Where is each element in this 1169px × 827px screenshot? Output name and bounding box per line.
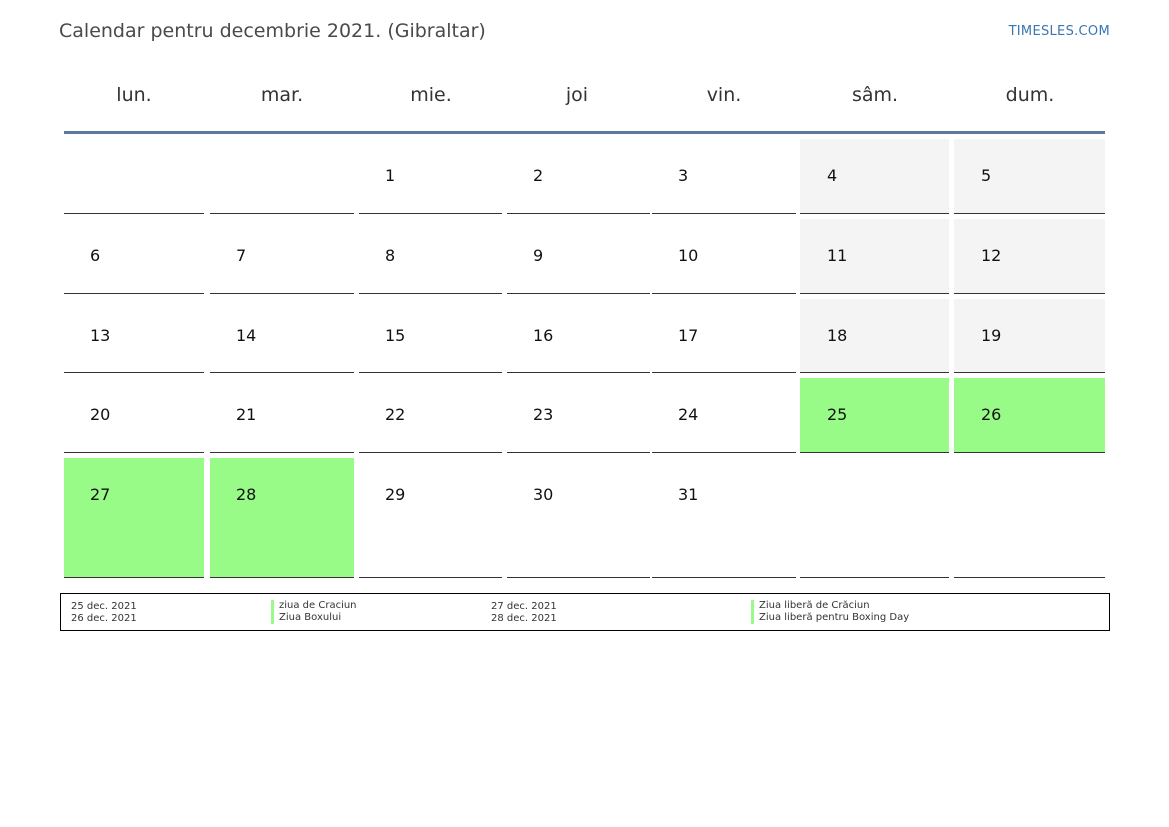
day-number: 13 [90,326,111,345]
weekday-label: joi [565,84,589,106]
day-cell: 22 [359,378,502,453]
day-number: 16 [533,326,554,345]
day-cell: 14 [210,299,354,373]
day-cell: 4 [800,139,949,214]
day-cell: 11 [800,219,949,294]
day-number: 5 [981,166,992,185]
day-number: 11 [827,246,848,265]
header-divider [64,131,1105,134]
day-number: 29 [385,485,406,504]
day-cell: 7 [210,219,354,294]
weekday-label: lun. [116,84,152,106]
day-number: 28 [236,485,257,504]
day-cell: 1 [359,139,502,214]
legend-date: 26 dec. 2021 [71,613,137,624]
day-cell [954,458,1105,578]
day-number: 20 [90,405,111,424]
day-number: 1 [385,166,396,185]
day-number: 4 [827,166,838,185]
day-cell: 18 [800,299,949,373]
day-cell: 17 [652,299,796,373]
page-title: Calendar pentru decembrie 2021. (Gibralt… [59,20,486,42]
day-number: 25 [827,405,848,424]
day-cell: 3 [652,139,796,214]
day-number: 24 [678,405,699,424]
day-number: 8 [385,246,396,265]
day-number: 2 [533,166,544,185]
weekday-label: mie. [410,84,452,106]
legend-holiday-name: ziua de Craciun [271,600,357,612]
day-cell: 23 [507,378,650,453]
legend-holiday-name: Ziua liberă pentru Boxing Day [751,612,909,624]
day-number: 6 [90,246,101,265]
day-cell: 21 [210,378,354,453]
day-cell: 28 [210,458,354,578]
day-number: 15 [385,326,406,345]
day-cell: 5 [954,139,1105,214]
day-number: 17 [678,326,699,345]
day-number: 31 [678,485,699,504]
day-cell: 9 [507,219,650,294]
day-cell: 10 [652,219,796,294]
day-cell: 24 [652,378,796,453]
day-cell: 29 [359,458,502,578]
day-number: 10 [678,246,699,265]
day-cell [64,139,204,214]
day-number: 23 [533,405,554,424]
legend-date: 25 dec. 2021 [71,601,137,612]
weekday-label: mar. [260,84,304,106]
day-cell: 2 [507,139,650,214]
legend-date: 27 dec. 2021 [491,601,557,612]
day-cell: 30 [507,458,650,578]
weekday-label: vin. [706,84,742,106]
day-cell: 27 [64,458,204,578]
day-number: 19 [981,326,1002,345]
weekday-header-row: lun. mar. mie. joi vin. sâm. dum. [0,84,1169,114]
holiday-legend: 25 dec. 2021 ziua de Craciun 26 dec. 202… [60,593,1110,631]
day-cell: 15 [359,299,502,373]
day-number: 14 [236,326,257,345]
day-number: 9 [533,246,544,265]
day-cell: 13 [64,299,204,373]
day-number: 27 [90,485,111,504]
day-cell: 6 [64,219,204,294]
day-cell: 26 [954,378,1105,453]
day-cell: 19 [954,299,1105,373]
day-cell [800,458,949,578]
weekday-label: dum. [1005,84,1055,106]
day-number: 30 [533,485,554,504]
day-number: 7 [236,246,247,265]
legend-holiday-name: Ziua liberă de Crăciun [751,600,870,612]
day-number: 12 [981,246,1002,265]
day-cell: 31 [652,458,796,578]
day-cell [210,139,354,214]
day-cell: 12 [954,219,1105,294]
day-number: 18 [827,326,848,345]
legend-holiday-name: Ziua Boxului [271,612,341,624]
day-number: 21 [236,405,257,424]
day-cell: 8 [359,219,502,294]
day-cell: 16 [507,299,650,373]
legend-date: 28 dec. 2021 [491,613,557,624]
day-number: 3 [678,166,689,185]
day-cell: 20 [64,378,204,453]
day-cell: 25 [800,378,949,453]
site-link[interactable]: TIMESLES.COM [1008,24,1110,39]
day-number: 26 [981,405,1002,424]
day-number: 22 [385,405,406,424]
weekday-label: sâm. [851,84,899,106]
